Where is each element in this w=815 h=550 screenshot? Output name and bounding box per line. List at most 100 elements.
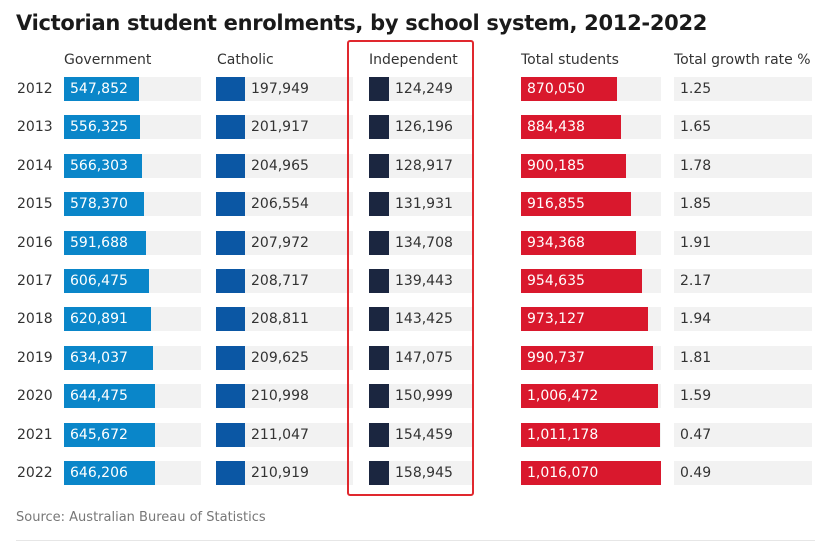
value-catholic: 204,965 [251,158,309,174]
value-total: 884,438 [527,119,585,135]
bar-independent [369,231,389,255]
value-total: 900,185 [527,158,585,174]
year-label: 2018 [17,311,53,327]
source-note: Source: Australian Bureau of Statistics [16,510,266,525]
cell-background-growth [674,461,812,485]
bar-catholic [216,346,245,370]
year-label: 2017 [17,273,53,289]
bar-government [64,77,139,101]
year-label: 2014 [17,158,53,174]
value-independent: 143,425 [395,311,453,327]
header-growth-rate: Total growth rate % [674,52,811,68]
header-total-students: Total students [521,52,619,68]
bar-independent [369,346,389,370]
value-growth: 0.49 [680,465,712,481]
value-growth: 1.94 [680,311,712,327]
cell-background-growth [674,423,812,447]
value-government: 578,370 [70,196,128,212]
header-government: Government [64,52,152,68]
bar-total [521,346,654,370]
bar-independent [369,154,389,178]
bar-total [521,461,661,485]
bar-government [64,346,154,370]
value-total: 870,050 [527,81,585,97]
value-total: 954,635 [527,273,585,289]
value-catholic: 201,917 [251,119,309,135]
value-independent: 147,075 [395,350,453,366]
bar-catholic [216,77,245,101]
year-label: 2022 [17,465,53,481]
year-label: 2013 [17,119,53,135]
value-catholic: 209,625 [251,350,309,366]
bar-government [64,384,155,408]
value-independent: 124,249 [395,81,453,97]
bar-independent [369,269,389,293]
value-government: 620,891 [70,311,128,327]
value-total: 916,855 [527,196,585,212]
bar-catholic [216,269,245,293]
bar-independent [369,423,389,447]
bar-government [64,423,155,447]
value-total: 973,127 [527,311,585,327]
year-label: 2019 [17,350,53,366]
value-total: 990,737 [527,350,585,366]
value-independent: 158,945 [395,465,453,481]
year-label: 2012 [17,81,53,97]
year-label: 2021 [17,427,53,443]
value-government: 566,303 [70,158,128,174]
year-label: 2020 [17,388,53,404]
cell-background-growth [674,269,812,293]
value-independent: 139,443 [395,273,453,289]
cell-background-growth [674,346,812,370]
value-independent: 134,708 [395,235,453,251]
bar-catholic [216,384,245,408]
value-catholic: 208,811 [251,311,309,327]
footer-divider [16,540,815,541]
value-government: 556,325 [70,119,128,135]
value-total: 934,368 [527,235,585,251]
value-government: 644,475 [70,388,128,404]
bar-independent [369,77,389,101]
cell-background-growth [674,154,812,178]
bar-total [521,231,637,255]
bar-catholic [216,231,245,255]
bar-independent [369,307,389,331]
bar-catholic [216,307,245,331]
value-independent: 154,459 [395,427,453,443]
value-government: 646,206 [70,465,128,481]
value-growth: 1.81 [680,350,712,366]
bar-government [64,307,151,331]
value-catholic: 210,919 [251,465,309,481]
value-independent: 126,196 [395,119,453,135]
value-government: 634,037 [70,350,128,366]
independent-highlight-box [347,40,474,496]
value-growth: 1.25 [680,81,712,97]
bar-government [64,192,144,216]
bar-total [521,307,649,331]
year-label: 2015 [17,196,53,212]
bar-government [64,154,142,178]
cell-background-growth [674,307,812,331]
value-growth: 1.65 [680,119,712,135]
value-government: 645,672 [70,427,128,443]
value-government: 547,852 [70,81,128,97]
bar-total [521,154,627,178]
bar-independent [369,384,389,408]
bar-total [521,269,643,293]
bar-government [64,231,147,255]
cell-background-growth [674,384,812,408]
value-catholic: 206,554 [251,196,309,212]
value-catholic: 210,998 [251,388,309,404]
bar-independent [369,192,389,216]
bar-total [521,77,617,101]
year-label: 2016 [17,235,53,251]
value-catholic: 207,972 [251,235,309,251]
bar-government [64,461,155,485]
bar-total [521,423,660,447]
bar-independent [369,115,389,139]
bar-catholic [216,154,245,178]
value-growth: 1.59 [680,388,712,404]
value-catholic: 208,717 [251,273,309,289]
value-independent: 131,931 [395,196,453,212]
bar-catholic [216,461,245,485]
